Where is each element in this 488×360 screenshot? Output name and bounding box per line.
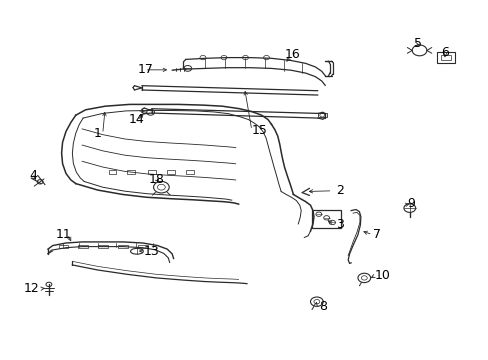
Bar (440, 55, 450, 60)
Text: 6: 6 (440, 46, 448, 59)
Bar (108, 170, 116, 174)
Bar (311, 210, 341, 228)
Text: 5: 5 (413, 37, 421, 50)
Bar (98, 245, 107, 248)
Text: 8: 8 (318, 300, 326, 313)
Bar (185, 170, 193, 174)
Text: 1: 1 (94, 127, 102, 140)
Text: 4: 4 (29, 169, 37, 182)
Text: 15: 15 (251, 124, 266, 137)
Text: 14: 14 (129, 113, 144, 126)
Bar (436, 52, 454, 63)
Ellipse shape (130, 248, 143, 254)
Text: 11: 11 (56, 228, 71, 240)
Text: 17: 17 (138, 63, 153, 76)
Text: 18: 18 (148, 173, 164, 186)
Bar (167, 170, 175, 174)
Bar (138, 245, 147, 248)
Text: 3: 3 (335, 219, 343, 231)
Bar (78, 245, 88, 248)
Text: 10: 10 (374, 269, 389, 282)
Bar (317, 113, 326, 117)
Text: 16: 16 (284, 48, 300, 61)
Bar (59, 245, 68, 248)
Text: 13: 13 (143, 245, 159, 258)
Bar (147, 170, 155, 174)
Text: 9: 9 (406, 197, 414, 210)
Text: 7: 7 (372, 228, 380, 241)
Text: 12: 12 (24, 282, 40, 295)
Text: 2: 2 (335, 184, 343, 197)
Bar (127, 170, 135, 174)
Bar (118, 245, 128, 248)
